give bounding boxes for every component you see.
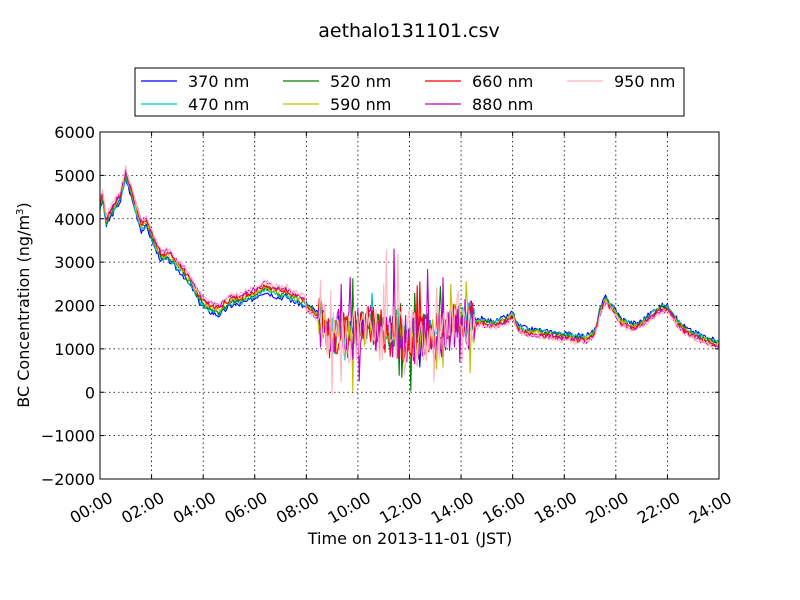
y-tick-label: −1000 <box>41 427 95 446</box>
legend-box <box>134 67 685 117</box>
y-tick-label: 6000 <box>54 123 95 142</box>
x-tick-label: 24:00 <box>686 488 735 528</box>
plot-area <box>99 131 720 480</box>
y-tick-labels: −2000 −1000 0 1000 2000 3000 4000 5000 6000 <box>41 123 95 489</box>
chart-title: aethalo131101.csv <box>318 20 500 42</box>
x-tick-label: 10:00 <box>324 488 373 528</box>
legend-label: 470 nm <box>188 95 249 114</box>
y-tick-label: 0 <box>85 383 95 402</box>
x-tick-label: 20:00 <box>582 488 631 528</box>
plot-background <box>100 132 719 479</box>
legend-items: 370 nm 470 nm 520 nm 590 nm 660 nm 880 nm 950 … <box>141 72 675 114</box>
y-axis-title: BC Concentration (ng/m3) <box>14 202 33 407</box>
x-tick-label: 06:00 <box>221 488 270 528</box>
y-tick-label: 2000 <box>54 297 95 316</box>
x-tick-label: 04:00 <box>170 488 219 528</box>
legend-label: 660 nm <box>472 72 533 91</box>
legend-label: 370 nm <box>188 72 249 91</box>
legend-label: 880 nm <box>472 95 533 114</box>
grid-lines <box>100 132 719 479</box>
x-tick-label: 22:00 <box>634 488 683 528</box>
y-axis-title-main: BC Concentration (ng/m <box>14 215 33 408</box>
x-tick-labels: 00:00 02:00 04:00 06:00 08:00 10:00 12:00 14:00… <box>67 488 735 528</box>
x-tick-label: 02:00 <box>118 488 167 528</box>
y-tick-label: 3000 <box>54 253 95 272</box>
y-tick-label: 4000 <box>54 210 95 229</box>
y-axis-title-sup: 3 <box>15 209 26 215</box>
axis-ticks <box>99 131 720 480</box>
x-axis-title: Time on 2013-11-01 (JST) <box>307 529 512 548</box>
series-lines <box>100 165 719 395</box>
series-line-950-nm <box>100 165 719 395</box>
y-tick-label: 5000 <box>54 166 95 185</box>
x-tick-label: 00:00 <box>67 488 116 528</box>
x-tick-label: 08:00 <box>273 488 322 528</box>
legend-label: 950 nm <box>614 72 675 91</box>
legend-label: 520 nm <box>330 72 391 91</box>
x-tick-label: 18:00 <box>531 488 580 528</box>
legend-label: 590 nm <box>330 95 391 114</box>
y-tick-label: −2000 <box>41 470 95 489</box>
x-tick-label: 14:00 <box>428 488 477 528</box>
y-tick-label: 1000 <box>54 340 95 359</box>
y-axis-title-end: ) <box>14 202 33 208</box>
legend: 370 nm 470 nm 520 nm 590 nm 660 nm 880 nm 950 … <box>134 67 685 117</box>
x-tick-label: 12:00 <box>376 488 425 528</box>
x-tick-label: 16:00 <box>479 488 528 528</box>
